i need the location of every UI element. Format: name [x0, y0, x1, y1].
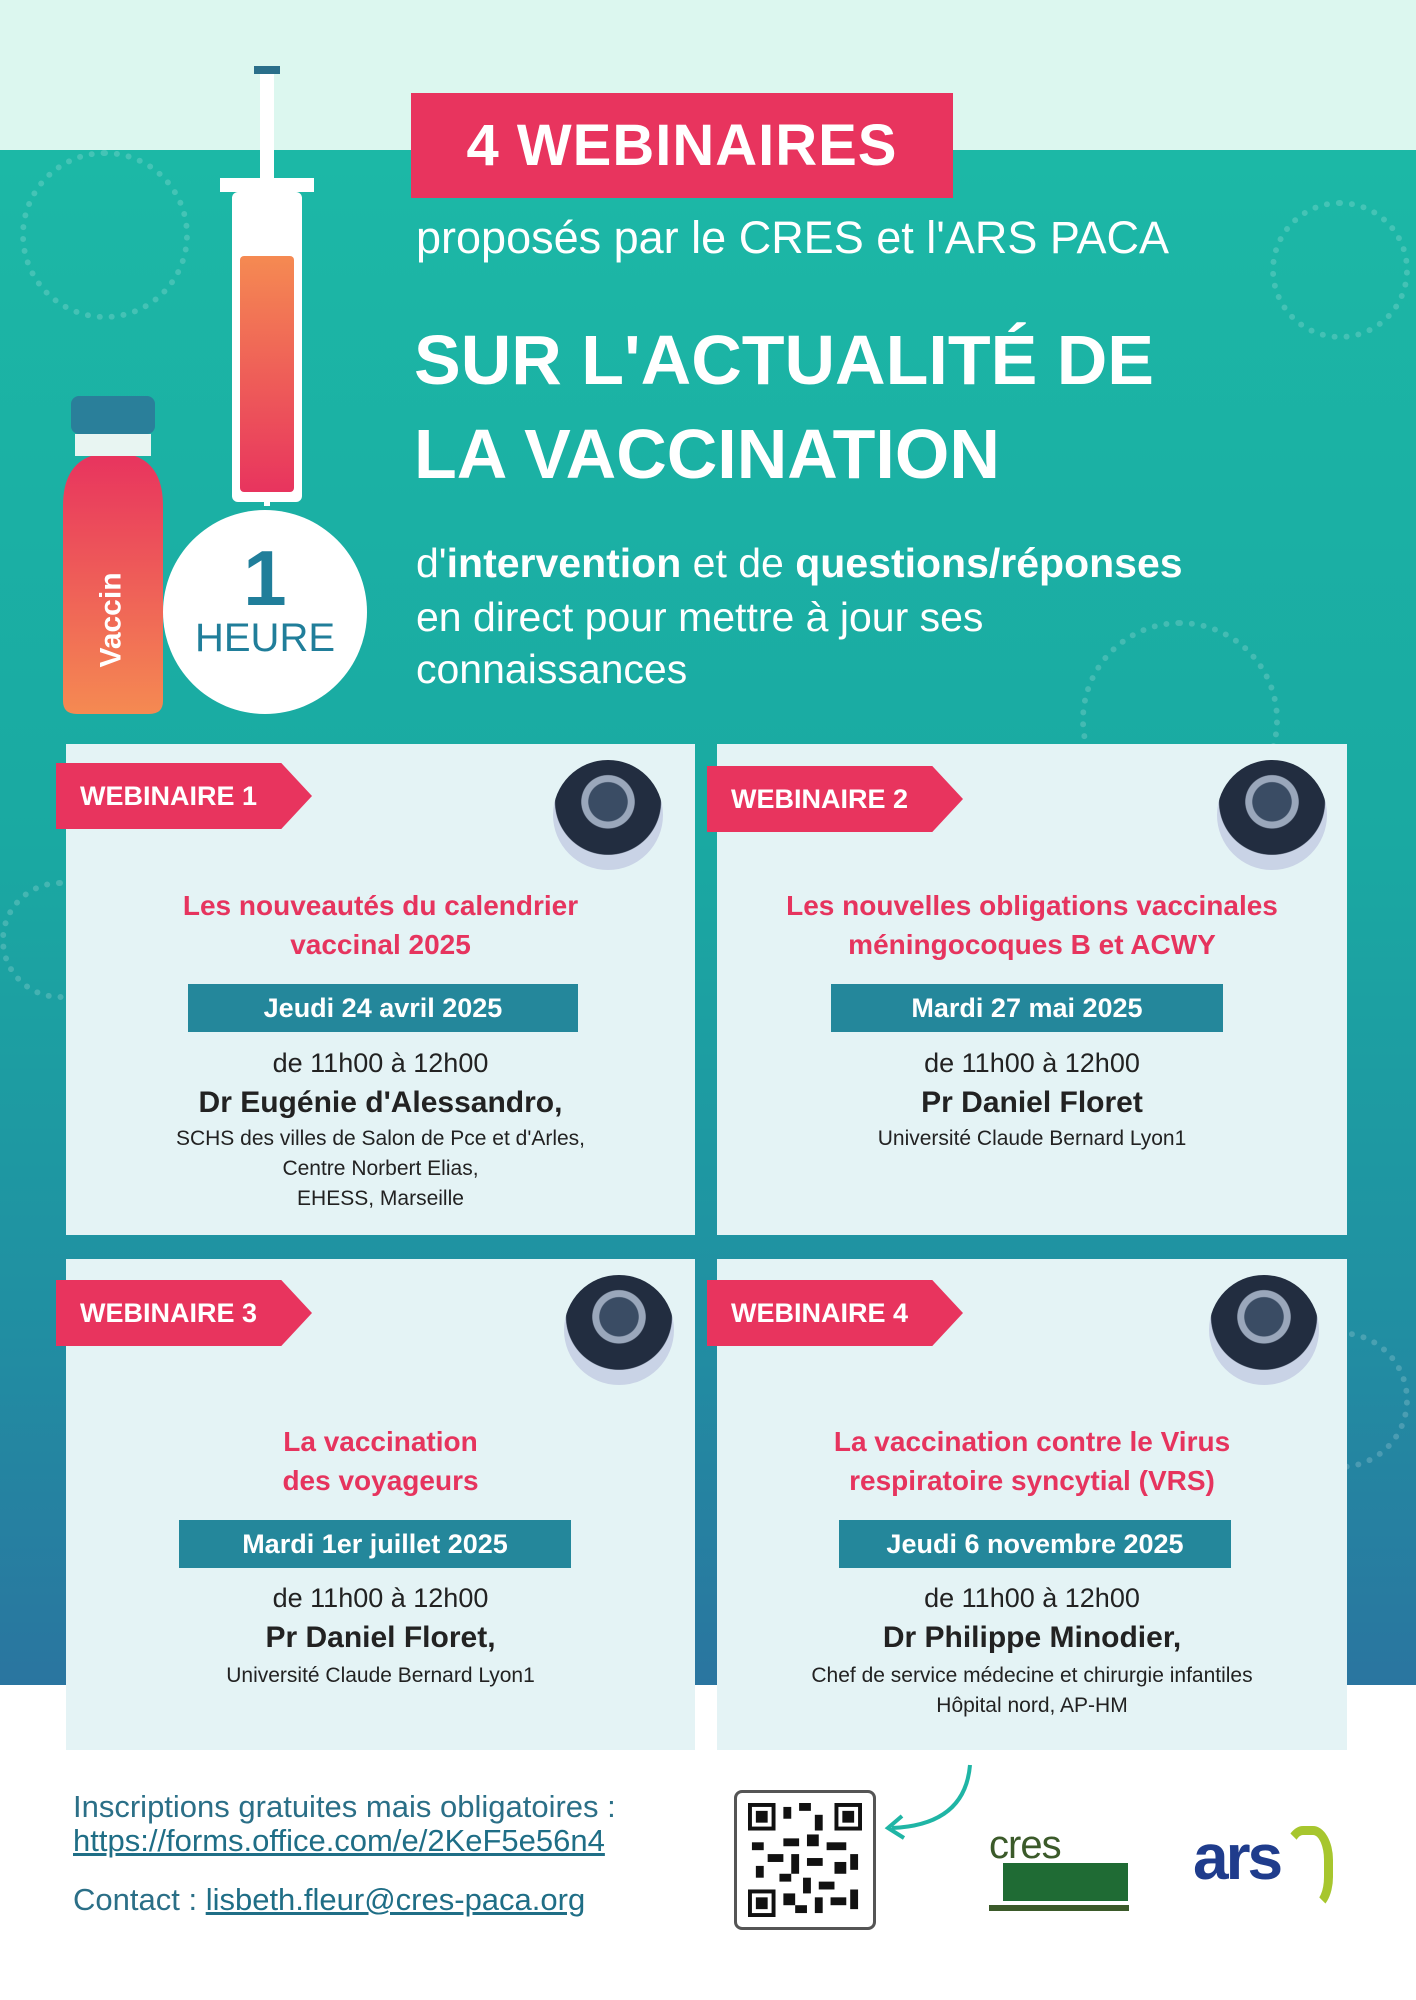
- webinar-time: de 11h00 à 12h00: [272, 1583, 489, 1613]
- organizers-text: proposés par le CRES et l'ARS PACA: [416, 212, 1170, 263]
- webinar-time: de 11h00 à 12h00: [924, 1048, 1140, 1078]
- speaker-avatar: [564, 1275, 674, 1385]
- ars-logo: ars: [1193, 1820, 1343, 1915]
- speaker-avatar: [1217, 760, 1327, 870]
- main-title-line2: LA VACCINATION: [414, 415, 1000, 493]
- subtitle-part: d': [416, 540, 447, 586]
- subtitle-bold: intervention: [446, 540, 682, 586]
- webinar-card-2: WEBINAIRE 2 Les nouvelles obligations va…: [707, 744, 1347, 1235]
- webinar-ribbon: WEBINAIRE 2: [707, 766, 963, 832]
- webinar-title: Les nouveautés du calendrier vaccinal 202…: [66, 886, 695, 964]
- arrow-icon: [884, 1764, 972, 1840]
- title-line: Les nouvelles obligations vaccinales: [786, 890, 1278, 921]
- speaker-avatar: [553, 760, 663, 870]
- webinar-time: de 11h00 à 12h00: [272, 1048, 489, 1078]
- contact-email-link[interactable]: lisbeth.fleur@cres-paca.org: [205, 1882, 586, 1917]
- duration-unit: HEURE: [194, 616, 336, 660]
- registration-label: Inscriptions gratuites mais obligatoires…: [73, 1789, 616, 1824]
- subtitle-line3: connaissances: [416, 646, 688, 692]
- speaker-affiliation: Chef de service médecine et chirurgie in…: [717, 1661, 1347, 1721]
- webinar-title: Les nouvelles obligations vaccinales méni…: [717, 886, 1347, 964]
- webinar-card-1: WEBINAIRE 1 Les nouveautés du calendrier…: [56, 744, 695, 1235]
- speaker-avatar: [1209, 1275, 1319, 1385]
- speaker-affiliation: Université Claude Bernard Lyon1: [66, 1661, 695, 1691]
- duration-number: 1: [243, 534, 287, 622]
- affiliation-line: EHESS, Marseille: [297, 1187, 464, 1210]
- webinar-title: La vaccination des voyageurs: [66, 1422, 695, 1500]
- webinar-card-3: WEBINAIRE 3 La vaccination des voyageurs …: [56, 1259, 695, 1750]
- webinar-date: Mardi 27 mai 2025: [831, 984, 1223, 1032]
- virus-decoration: [1270, 200, 1410, 340]
- speaker-name: Dr Eugénie d'Alessandro,: [198, 1086, 563, 1119]
- title-line: méningocoques B et ACWY: [848, 929, 1216, 960]
- webinar-time: de 11h00 à 12h00: [924, 1583, 1140, 1613]
- speaker-name: Pr Daniel Floret,: [265, 1621, 496, 1654]
- title-line: respiratoire syncytial (VRS): [849, 1465, 1215, 1496]
- affiliation-line: Centre Norbert Elias,: [282, 1157, 479, 1180]
- webinar-date: Jeudi 24 avril 2025: [188, 984, 578, 1032]
- affiliation-line: SCHS des villes de Salon de Pce et d'Arl…: [175, 1127, 586, 1150]
- subtitle-part: et de: [681, 540, 796, 586]
- affiliation-line: Chef de service médecine et chirurgie in…: [811, 1664, 1253, 1687]
- qr-code-icon: [748, 1803, 862, 1917]
- speaker-name: Pr Daniel Floret: [921, 1086, 1143, 1119]
- qr-code[interactable]: [734, 1790, 876, 1930]
- affiliation-line: Université Claude Bernard Lyon1: [226, 1664, 535, 1687]
- ars-logo-text: ars: [1193, 1821, 1283, 1893]
- subtitle-bold: questions/réponses: [795, 540, 1183, 586]
- title-line: La vaccination: [283, 1426, 478, 1457]
- main-title-line1: SUR L'ACTUALITÉ DE: [414, 321, 1154, 399]
- webinar-ribbon: WEBINAIRE 3: [56, 1280, 312, 1346]
- webinar-ribbon: WEBINAIRE 4: [707, 1280, 963, 1346]
- title-line: La vaccination contre le Virus: [833, 1426, 1231, 1457]
- syringe-icon: [220, 66, 314, 506]
- speaker-affiliation: SCHS des villes de Salon de Pce et d'Arl…: [66, 1124, 695, 1214]
- registration-link[interactable]: https://forms.office.com/e/2KeF5e56n4: [73, 1823, 605, 1858]
- vial-icon: [63, 396, 163, 714]
- webinar-date: Mardi 1er juillet 2025: [179, 1520, 571, 1568]
- contact-line: Contact : lisbeth.fleur@cres-paca.org: [73, 1882, 585, 1918]
- cres-logo-text: cres: [989, 1823, 1062, 1867]
- title-line: des voyageurs: [282, 1465, 479, 1496]
- speaker-affiliation: Université Claude Bernard Lyon1: [717, 1124, 1347, 1154]
- affiliation-line: Université Claude Bernard Lyon1: [877, 1127, 1187, 1150]
- affiliation-line: Hôpital nord, AP-HM: [936, 1694, 1128, 1717]
- webinar-ribbon: WEBINAIRE 1: [56, 763, 312, 829]
- virus-decoration: [20, 150, 190, 320]
- webinar-title: La vaccination contre le Virus respiratoi…: [717, 1422, 1347, 1500]
- vial-label: Vaccin: [95, 572, 129, 668]
- webinar-count-badge: 4 WEBINAIRES: [411, 93, 953, 198]
- webinar-date: Jeudi 6 novembre 2025: [839, 1520, 1231, 1568]
- subtitle-line2: en direct pour mettre à jour ses: [416, 594, 984, 640]
- speaker-name: Dr Philippe Minodier,: [882, 1621, 1182, 1654]
- subtitle-line1: d'intervention et de questions/réponses: [416, 540, 1183, 587]
- title-line: Les nouveautés du calendrier: [182, 890, 579, 921]
- webinar-card-4: WEBINAIRE 4 La vaccination contre le Vir…: [707, 1259, 1347, 1750]
- contact-label: Contact :: [73, 1882, 206, 1917]
- cres-logo: cres: [989, 1823, 1142, 1914]
- title-line: vaccinal 2025: [290, 929, 471, 960]
- duration-circle: 1 HEURE: [163, 510, 367, 714]
